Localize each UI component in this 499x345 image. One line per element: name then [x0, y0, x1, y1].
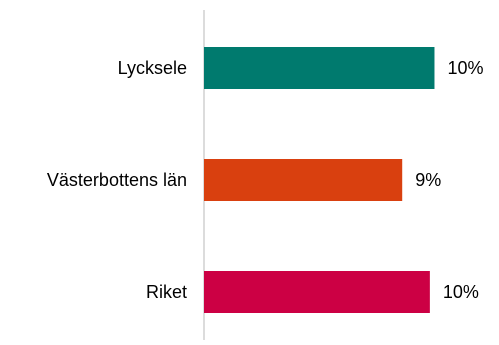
- category-label-v-sterbottens-l-n: Västerbottens län: [47, 170, 187, 190]
- value-label-v-sterbottens-l-n: 9%: [415, 170, 441, 190]
- category-label-riket: Riket: [146, 282, 187, 302]
- value-label-riket: 10%: [443, 282, 479, 302]
- bar-v-sterbottens-l-n: [204, 159, 403, 201]
- category-labels-group: Lycksele Västerbottens län Riket: [47, 58, 187, 302]
- value-labels-group: 10% 9% 10%: [415, 58, 483, 302]
- category-label-lycksele: Lycksele: [118, 58, 187, 78]
- bars-group: [204, 47, 435, 313]
- value-label-lycksele: 10%: [447, 58, 483, 78]
- bar-lycksele: [204, 47, 435, 89]
- bar-riket: [204, 271, 430, 313]
